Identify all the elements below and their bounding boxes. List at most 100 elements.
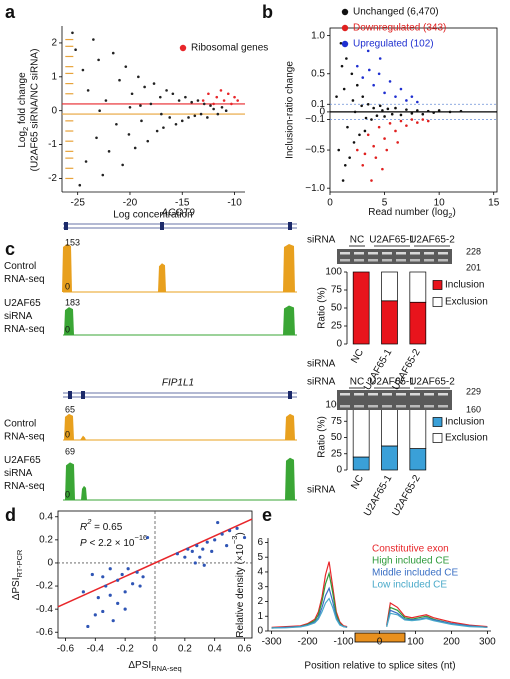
point	[366, 133, 370, 137]
y-tick-label: 0.1	[311, 99, 325, 110]
y-axis-label: Ratio (%)	[317, 416, 328, 458]
point	[135, 570, 139, 574]
point	[216, 520, 220, 525]
track-label: RNA-seq	[4, 274, 45, 285]
legend-label: Exclusion	[445, 297, 488, 308]
point	[198, 555, 202, 559]
point	[388, 122, 392, 125]
point	[90, 572, 94, 577]
point	[126, 567, 130, 571]
bar-segment	[409, 404, 427, 449]
point	[180, 119, 184, 123]
gel-label: siRNA	[307, 235, 336, 246]
point	[405, 124, 408, 127]
gel-label: siRNA	[307, 377, 336, 388]
y-tick-label: −0.5	[305, 145, 325, 156]
point	[355, 64, 359, 68]
point	[348, 156, 351, 159]
point	[123, 607, 127, 611]
y-tick-label: 50	[331, 432, 343, 443]
x-tick-label: 100	[407, 637, 424, 648]
point	[459, 109, 463, 113]
label-part: R	[80, 522, 87, 533]
point	[81, 590, 85, 594]
y-tick-label: 25	[331, 448, 343, 459]
point	[361, 164, 365, 167]
x-axis-label: Position relative to splice sites (nt)	[304, 661, 455, 672]
point	[366, 102, 370, 106]
coverage-peak	[62, 244, 72, 292]
gel-band	[354, 259, 364, 262]
point	[383, 115, 386, 118]
point	[202, 563, 206, 567]
point	[233, 95, 236, 99]
point	[386, 107, 390, 111]
point	[141, 575, 145, 579]
point	[335, 95, 338, 98]
point	[162, 126, 165, 129]
point	[343, 164, 347, 167]
y-axis-label: Relative density (×10−3)	[230, 532, 245, 638]
y-tick-label: 2	[51, 38, 57, 49]
point	[426, 119, 430, 123]
x-tick-label: NC	[349, 347, 366, 365]
band-size: 201	[466, 262, 481, 272]
y-tick-label: 1	[51, 71, 57, 82]
legend-label: Middle included CE	[372, 568, 458, 579]
legend-marker	[179, 44, 187, 52]
point	[207, 92, 210, 96]
panel-letter: e	[262, 505, 272, 525]
x-axis-label: ΔPSIRNA-seq	[128, 660, 181, 674]
y-tick-label: 75	[331, 416, 343, 427]
gel-band	[396, 259, 406, 262]
point	[410, 118, 414, 121]
point	[84, 160, 88, 163]
lane-label: NC	[350, 235, 364, 246]
point	[375, 114, 379, 118]
point	[377, 72, 381, 76]
point	[199, 112, 203, 116]
point	[201, 99, 205, 102]
point	[116, 578, 120, 582]
label-superscript: −3	[230, 536, 239, 545]
legend-label: High included CE	[372, 556, 450, 567]
coverage-peak	[80, 435, 86, 440]
y-tick-label: 2	[257, 596, 263, 607]
point	[123, 590, 127, 594]
gel-band	[340, 252, 350, 255]
point	[383, 91, 386, 95]
point	[116, 601, 120, 605]
point	[101, 609, 105, 614]
track-max: 153	[65, 237, 80, 247]
point	[206, 116, 209, 119]
y-tick-label: 1	[257, 611, 263, 622]
point	[394, 129, 397, 133]
legend-marker	[432, 280, 443, 290]
point	[101, 173, 105, 177]
point	[220, 106, 224, 109]
point	[370, 179, 373, 182]
gel-band	[382, 259, 392, 262]
point	[370, 118, 373, 121]
x-tick-label: U2AF65-1	[362, 473, 395, 518]
track-min: 0	[65, 429, 70, 439]
bar-segment	[381, 445, 398, 471]
track-label: RNA-seq	[4, 481, 45, 492]
point	[143, 85, 146, 89]
point	[346, 125, 349, 129]
point	[190, 100, 193, 104]
x-tick-label: 0.2	[178, 644, 192, 655]
label-part: )	[235, 532, 246, 535]
legend-label: Upregulated (102)	[353, 39, 434, 50]
y-tick-label: 25	[331, 321, 343, 332]
coverage-peak	[64, 413, 74, 440]
point	[165, 89, 168, 92]
legend-label: Inclusion	[445, 280, 484, 291]
label-subscript: RNA-seq	[151, 664, 181, 673]
track-label: U2AF65	[4, 455, 41, 466]
point	[212, 107, 215, 111]
point	[111, 619, 115, 623]
point	[351, 99, 355, 102]
panel-letter: a	[5, 2, 16, 22]
y-tick-label: -0.6	[36, 627, 54, 638]
